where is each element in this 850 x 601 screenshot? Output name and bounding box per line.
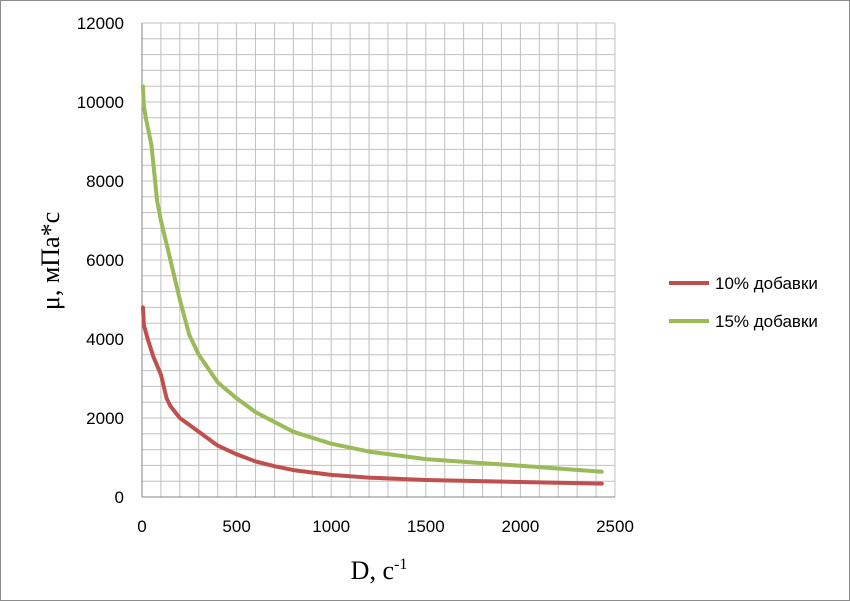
y-tick-label: 4000	[86, 330, 124, 349]
x-tick-label: 2000	[501, 517, 539, 536]
y-axis-title: μ, мПа*с	[36, 212, 65, 310]
legend-label-15: 15% добавки	[715, 312, 818, 331]
x-tick-label: 1500	[407, 517, 445, 536]
x-tick-label: 500	[222, 517, 250, 536]
y-tick-label: 10000	[77, 93, 124, 112]
x-tick-label: 0	[137, 517, 146, 536]
series-lines	[140, 84, 604, 486]
x-tick-label: 1000	[312, 517, 350, 536]
x-axis-title-main: D, с	[351, 556, 394, 585]
series-line-15	[140, 84, 604, 474]
y-tick-label: 0	[115, 488, 124, 507]
gridlines	[141, 22, 616, 498]
x-tick-label: 2500	[596, 517, 634, 536]
x-tick-labels: 0 500 1000 1500 2000 2500	[137, 517, 634, 536]
y-tick-labels: 0 2000 4000 6000 8000 10000 12000	[77, 14, 124, 507]
series-line-10	[140, 305, 604, 486]
y-tick-label: 12000	[77, 14, 124, 33]
x-axis-title-superscript: -1	[394, 556, 407, 573]
y-tick-label: 6000	[86, 251, 124, 270]
legend: 10% добавки 15% добавки	[669, 274, 818, 331]
y-tick-label: 8000	[86, 172, 124, 191]
x-axis-title: D, с-1	[351, 556, 408, 585]
y-tick-label: 2000	[86, 409, 124, 428]
legend-label-10: 10% добавки	[715, 274, 818, 293]
